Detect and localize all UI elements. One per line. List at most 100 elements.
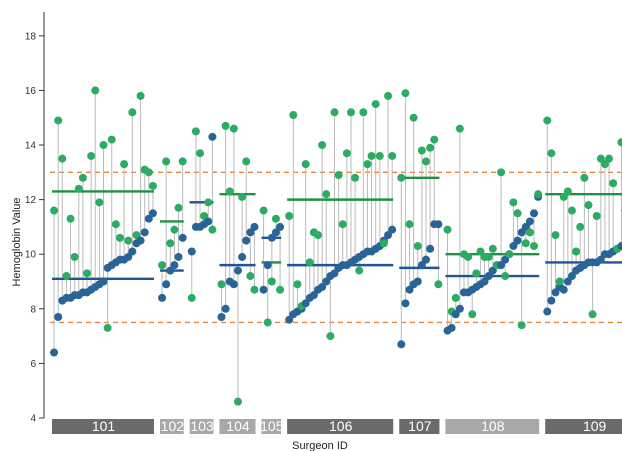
pre-op-point (314, 231, 323, 240)
pre-op-point (120, 160, 129, 169)
post-op-point (517, 228, 526, 237)
pre-op-point (99, 141, 108, 150)
surgeon-band (52, 419, 154, 434)
pre-op-point (588, 310, 597, 319)
post-op-point (513, 236, 522, 245)
surgeon-bands: 101 102 103 104 105 106 107 108 109 (52, 418, 622, 434)
surgeon-label: 105 (260, 418, 284, 434)
pre-op-point (534, 190, 543, 199)
pre-op-point (305, 258, 314, 267)
y-tick-label: 12 (25, 195, 37, 206)
pre-op-point (259, 206, 268, 215)
pre-op-point (379, 239, 388, 248)
post-op-point (401, 299, 410, 308)
post-op-point (426, 244, 435, 253)
post-op-point (144, 214, 153, 223)
pre-op-point (187, 293, 196, 302)
post-op-point (388, 225, 397, 234)
pre-op-point (521, 239, 530, 248)
pre-op-point (517, 321, 526, 330)
pre-op-point (363, 160, 372, 169)
post-op-point (285, 315, 294, 324)
post-op-point (140, 228, 149, 237)
post-op-point (596, 255, 605, 264)
post-op-point (259, 285, 268, 294)
pre-op-point (289, 111, 298, 119)
pre-op-point (132, 231, 141, 240)
post-op-point (547, 296, 556, 305)
post-op-point (384, 231, 393, 240)
pre-op-point (66, 214, 75, 223)
pre-op-point (128, 108, 137, 117)
pre-op-point (443, 225, 452, 234)
pre-op-point (359, 108, 368, 117)
pre-op-point (293, 280, 302, 289)
pre-op-point (111, 220, 120, 229)
x-axis-title: Surgeon ID (292, 440, 348, 451)
post-op-point (525, 217, 534, 226)
post-op-point (124, 252, 133, 261)
pre-op-point (83, 269, 92, 278)
pre-op-point (375, 151, 384, 160)
pre-op-point (200, 212, 209, 220)
y-tick-label: 14 (25, 141, 37, 152)
post-op-point (309, 291, 318, 300)
pre-op-point (451, 293, 460, 302)
post-op-point (521, 222, 530, 231)
pre-op-point (367, 151, 376, 160)
pre-op-point (501, 272, 510, 281)
pre-op-point (476, 247, 485, 256)
post-op-point (242, 236, 251, 245)
pre-op-point (605, 154, 614, 163)
pre-op-point (413, 242, 422, 251)
pre-op-point (103, 323, 112, 332)
post-op-point (551, 288, 560, 297)
surgeon-label: 101 (92, 418, 116, 434)
post-op-point (166, 266, 175, 275)
post-op-point (405, 285, 414, 294)
post-op-point (229, 280, 238, 289)
post-op-point (50, 348, 59, 357)
post-op-point (170, 261, 179, 270)
y-tick-label: 18 (25, 31, 37, 42)
pre-op-point (543, 116, 552, 125)
post-op-point (301, 299, 310, 308)
pre-op-point (371, 100, 380, 109)
post-op-point (488, 266, 497, 275)
pre-op-point (144, 168, 153, 177)
pre-op-point (136, 91, 145, 100)
post-op-point (563, 277, 572, 286)
pre-op-point (178, 157, 187, 166)
y-tick-label: 16 (25, 86, 37, 97)
surgeon-band (160, 419, 184, 434)
pre-op-point (397, 173, 406, 182)
post-op-point (54, 313, 63, 321)
pre-op-point (488, 244, 497, 253)
surgeon-band (287, 419, 394, 434)
post-op-point (208, 132, 217, 141)
surgeon-band (545, 419, 622, 434)
pre-op-point (87, 151, 96, 160)
y-tick-label: 6 (30, 359, 36, 370)
pre-op-point (580, 173, 589, 182)
pre-op-point (464, 252, 473, 261)
pre-op-point (592, 212, 601, 220)
data-points (50, 86, 622, 406)
pre-op-point (334, 171, 343, 180)
pre-op-point (342, 149, 351, 158)
post-op-point (158, 293, 167, 302)
pre-op-point (525, 228, 534, 237)
pre-op-point (497, 168, 506, 177)
post-op-point (217, 313, 226, 321)
pre-op-point (285, 212, 294, 220)
post-op-point (509, 242, 518, 251)
post-op-point (250, 222, 259, 231)
post-op-point (617, 242, 622, 251)
surgeon-band (445, 419, 540, 434)
post-op-point (263, 261, 272, 270)
surgeon-band (219, 419, 256, 434)
post-op-point (128, 247, 137, 256)
pre-op-point (484, 252, 493, 261)
post-op-point (501, 255, 510, 264)
post-op-point (422, 255, 431, 264)
